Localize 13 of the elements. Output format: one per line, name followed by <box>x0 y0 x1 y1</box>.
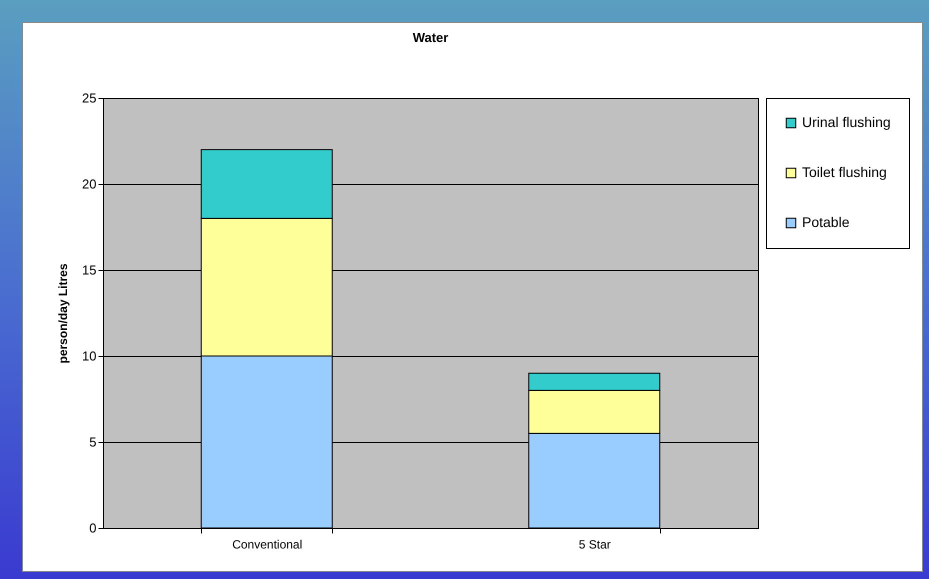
y-tick-label: 15 <box>82 262 96 278</box>
y-tick-label: 25 <box>82 90 96 106</box>
y-axis-title: person/day Litres <box>56 263 70 364</box>
y-tick-label: 20 <box>82 176 96 192</box>
y-tick-label: 5 <box>89 434 96 450</box>
legend-label: Potable <box>802 214 850 230</box>
chart-title: Water <box>412 30 448 45</box>
y-tick-label: 10 <box>82 348 96 364</box>
y-tick-label: 0 <box>89 520 96 536</box>
x-tick-label: Conventional <box>232 538 302 552</box>
legend-label: Urinal flushing <box>802 114 891 130</box>
legend-label: Toilet flushing <box>802 164 887 180</box>
x-tick-label: 5 Star <box>578 538 611 552</box>
